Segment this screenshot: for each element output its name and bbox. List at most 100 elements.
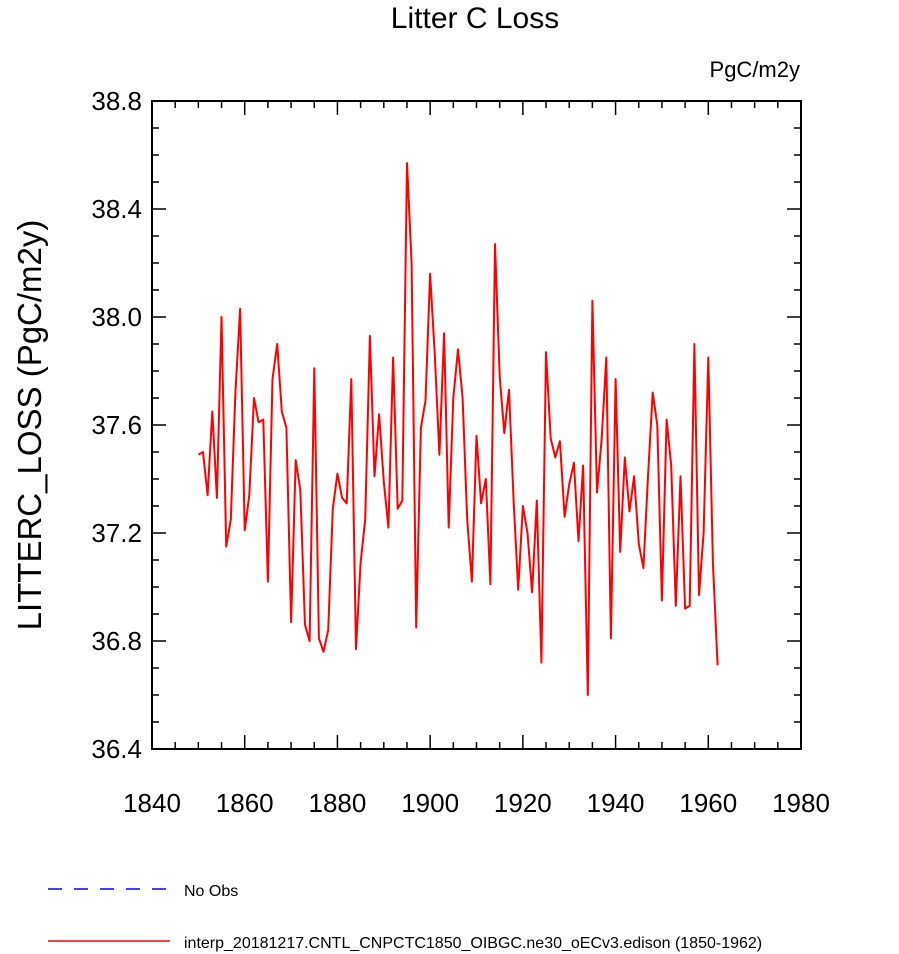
legend-label-series: interp_20181217.CNTL_CNPCTC1850_OIBGC.ne…	[184, 935, 762, 952]
data-point	[693, 343, 695, 345]
data-point	[666, 419, 668, 421]
data-point	[299, 489, 301, 491]
data-point	[513, 500, 515, 502]
data-point	[596, 492, 598, 494]
y-tick-label: 36.8	[91, 626, 142, 656]
data-point	[272, 378, 274, 380]
data-point	[364, 519, 366, 521]
data-point	[230, 519, 232, 521]
data-point	[332, 508, 334, 510]
x-tick-label: 1900	[401, 788, 459, 818]
data-point	[466, 519, 468, 521]
legend: No Obs interp_20181217.CNTL_CNPCTC1850_O…	[48, 883, 762, 952]
data-point	[508, 389, 510, 391]
y-tick-label: 37.6	[91, 410, 142, 440]
x-tick-label: 1920	[494, 788, 552, 818]
data-point	[684, 608, 686, 610]
data-point	[323, 651, 325, 653]
data-point	[522, 505, 524, 507]
data-point	[689, 605, 691, 607]
data-point	[397, 508, 399, 510]
data-point	[225, 546, 227, 548]
data-point	[642, 567, 644, 569]
data-point	[295, 459, 297, 461]
y-tick-label: 36.4	[91, 734, 142, 764]
units-label: PgC/m2y	[710, 57, 800, 82]
data-point	[276, 343, 278, 345]
data-point	[406, 162, 408, 164]
data-point	[355, 648, 357, 650]
data-point	[638, 543, 640, 545]
data-point	[392, 357, 394, 359]
data-point	[290, 621, 292, 623]
data-point	[680, 475, 682, 477]
data-point	[253, 397, 255, 399]
data-point	[578, 540, 580, 542]
data-point	[527, 532, 529, 534]
data-point	[591, 300, 593, 302]
data-point	[633, 475, 635, 477]
data-point	[489, 583, 491, 585]
data-point	[425, 400, 427, 402]
data-point	[652, 392, 654, 394]
data-point	[531, 591, 533, 593]
plot-frame	[151, 100, 802, 750]
data-point	[462, 397, 464, 399]
series-line	[197, 162, 719, 696]
data-point	[211, 411, 213, 413]
data-point	[336, 473, 338, 475]
data-point	[471, 581, 473, 583]
data-point	[670, 465, 672, 467]
data-point	[536, 500, 538, 502]
data-point	[452, 397, 454, 399]
data-point	[448, 527, 450, 529]
data-point	[244, 529, 246, 531]
data-point	[480, 502, 482, 504]
data-point	[401, 500, 403, 502]
data-point	[601, 438, 603, 440]
data-point	[712, 562, 714, 564]
data-point	[304, 624, 306, 626]
data-point	[476, 435, 478, 437]
data-point	[360, 562, 362, 564]
data-point	[239, 308, 241, 310]
data-point	[369, 335, 371, 337]
data-point	[341, 497, 343, 499]
data-point	[262, 419, 264, 421]
data-point	[707, 357, 709, 359]
data-point	[383, 481, 385, 483]
data-point	[350, 378, 352, 380]
x-tick-label: 1860	[216, 788, 274, 818]
data-point	[675, 605, 677, 607]
data-point	[517, 589, 519, 591]
data-point	[202, 451, 204, 453]
data-point	[494, 243, 496, 245]
x-tick-label: 1960	[679, 788, 737, 818]
chart-title: Litter C Loss	[391, 2, 559, 35]
data-point	[568, 483, 570, 485]
x-tick-label: 1880	[309, 788, 367, 818]
y-axis-label: LITTERC_LOSS (PgC/m2y)	[11, 220, 48, 631]
data-point	[318, 637, 320, 639]
data-point	[429, 273, 431, 275]
data-point	[258, 421, 260, 423]
y-tick-label: 38.8	[91, 86, 142, 116]
data-point	[411, 262, 413, 264]
data-point	[540, 662, 542, 664]
data-point	[457, 348, 459, 350]
data-point	[619, 551, 621, 553]
data-point	[573, 462, 575, 464]
legend-label-no-obs: No Obs	[184, 883, 238, 900]
data-point	[554, 456, 556, 458]
data-point	[550, 438, 552, 440]
data-point	[374, 475, 376, 477]
data-point	[281, 411, 283, 413]
data-point	[234, 392, 236, 394]
x-tick-label: 1980	[772, 788, 830, 818]
data-point	[545, 351, 547, 353]
data-point	[197, 454, 199, 456]
data-point	[248, 494, 250, 496]
data-point	[582, 465, 584, 467]
data-point	[624, 456, 626, 458]
